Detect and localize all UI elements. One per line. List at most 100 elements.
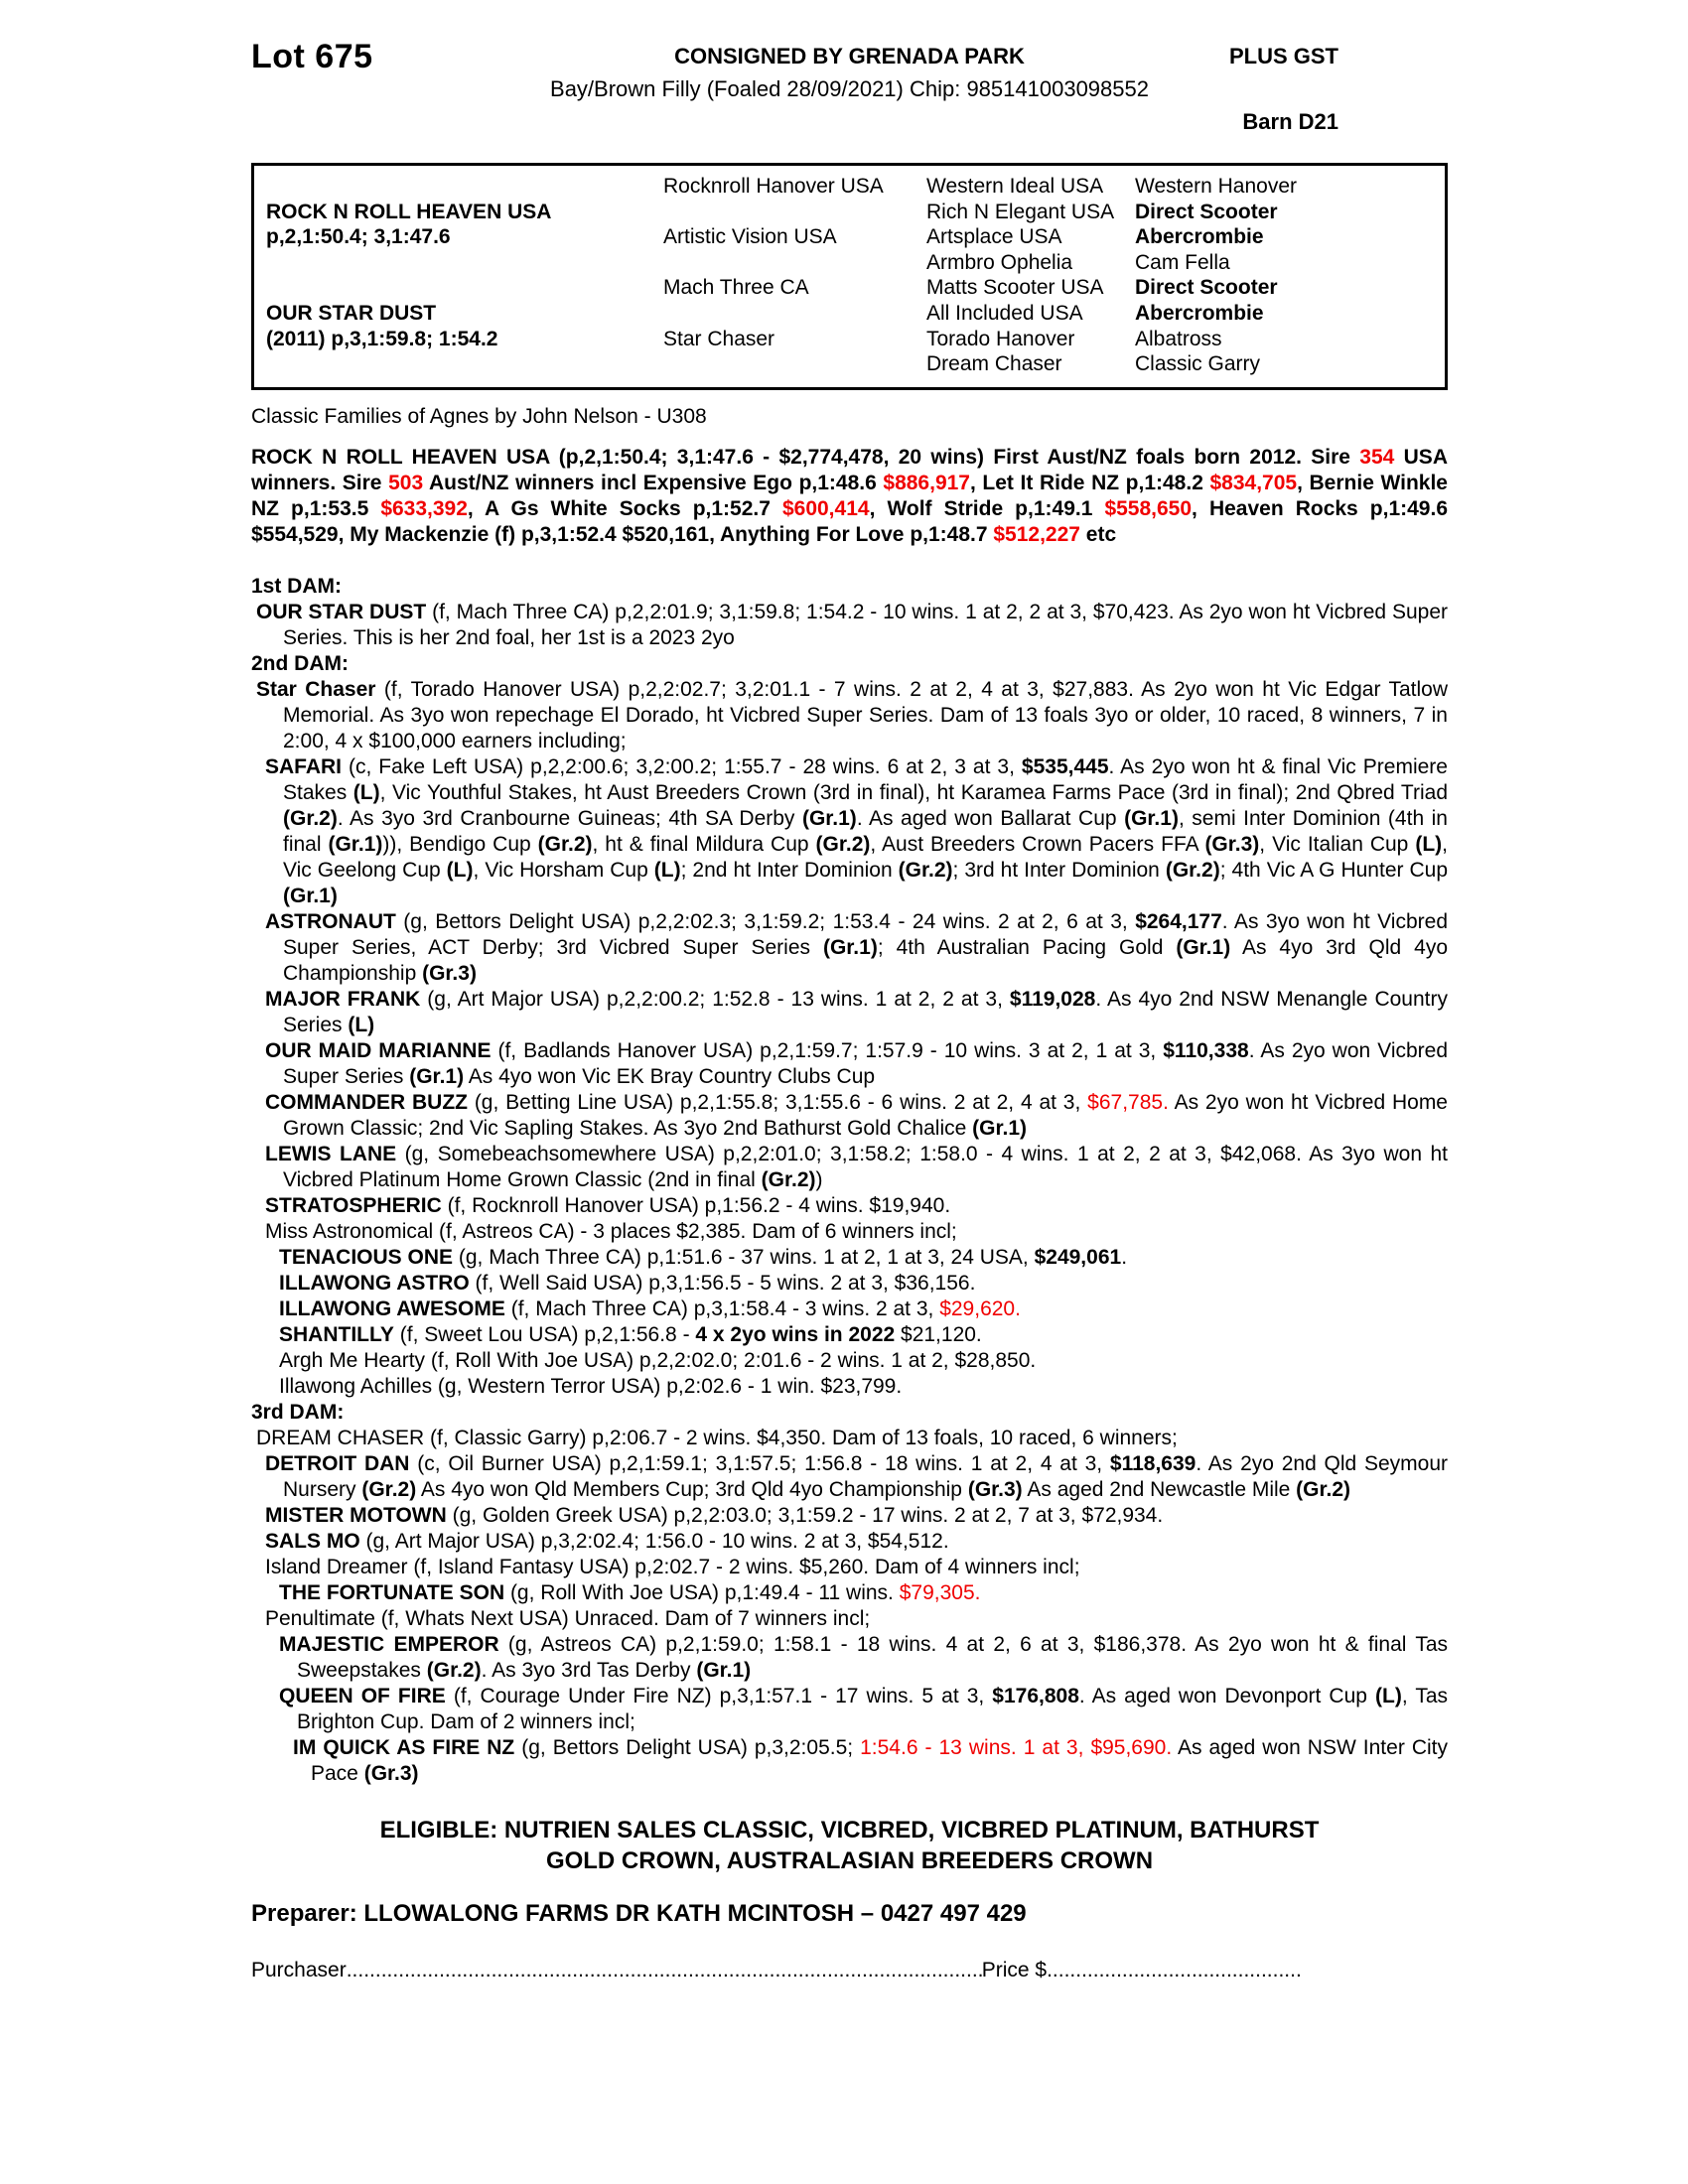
- purchaser-label: Purchaser: [251, 1958, 347, 1981]
- pedigree-entry: MAJESTIC EMPEROR (g, Astreos CA) p,2,1:5…: [251, 1632, 1448, 1684]
- highlighted-value: $834,705: [1209, 471, 1298, 494]
- price-label: Price $: [981, 1958, 1048, 1981]
- gen3-ancestor: All Included USA: [926, 301, 1083, 325]
- pedigree-entry: OUR STAR DUST (f, Mach Three CA) p,2,2:0…: [251, 600, 1448, 651]
- gen3-ancestor: Matts Scooter USA: [926, 276, 1104, 300]
- emphasized-text: SAFARI: [265, 754, 343, 778]
- emphasized-text: (Gr.2): [1165, 858, 1220, 882]
- emphasized-text: (Gr.3): [363, 1761, 419, 1785]
- emphasized-text: OUR STAR DUST: [256, 600, 427, 623]
- pedigree-entry: QUEEN OF FIRE (f, Courage Under Fire NZ)…: [251, 1684, 1448, 1735]
- pedigree-entry: SHANTILLY (f, Sweet Lou USA) p,2,1:56.8 …: [251, 1322, 1448, 1348]
- emphasized-text: (L): [653, 858, 681, 882]
- plain-text: . As 2yo won Vicbred Super Series: [283, 1038, 1449, 1088]
- plain-text: As 4yo won Vic EK Bray Country Clubs Cup: [464, 1064, 876, 1088]
- emphasized-text: $264,177: [1135, 909, 1222, 933]
- emphasized-text: (Gr.3): [1204, 832, 1260, 856]
- emphasized-text: $118,639: [1109, 1451, 1196, 1475]
- gen2-ancestor: Mach Three CA: [663, 276, 809, 300]
- gen3-ancestor: Torado Hanover: [926, 327, 1075, 350]
- pedigree-entry: THE FORTUNATE SON (g, Roll With Joe USA)…: [251, 1580, 1448, 1606]
- eligibility-statement: ELIGIBLE: NUTRIEN SALES CLASSIC, VICBRED…: [251, 1815, 1448, 1876]
- dam-heading: 2nd DAM:: [251, 651, 349, 675]
- plain-text: Illawong Achilles (g, Western Terror USA…: [279, 1374, 903, 1398]
- pedigree-entry: ILLAWONG ASTRO (f, Well Said USA) p,3,1:…: [251, 1271, 1448, 1297]
- pedigree-entry: DREAM CHASER (f, Classic Garry) p,2:06.7…: [251, 1426, 1448, 1451]
- plain-text: . As 2yo won ht & final Vic Premiere Sta…: [283, 754, 1448, 804]
- plain-text: (g, Bettors Delight USA) p,3,2:05.5;: [514, 1735, 861, 1759]
- emphasized-text: (Gr.2): [426, 1658, 482, 1682]
- price-dotted-line: ........................................…: [1047, 1958, 1302, 1981]
- plain-text: , Wolf Stride p,1:49.1: [869, 496, 1105, 520]
- pedigree-entry: OUR MAID MARIANNE (f, Badlands Hanover U…: [251, 1038, 1448, 1090]
- emphasized-text: (Gr.2): [361, 1477, 417, 1501]
- plain-text: (f, Torado Hanover USA) p,2,2:02.7; 3,2:…: [283, 677, 1448, 752]
- emphasized-text: MAJOR FRANK: [265, 987, 421, 1011]
- eligibility-line-1: ELIGIBLE: NUTRIEN SALES CLASSIC, VICBRED…: [379, 1816, 1320, 1843]
- emphasized-text: $119,028: [1009, 987, 1096, 1011]
- plain-text: (f, Well Said USA) p,3,1:56.5 - 5 wins. …: [469, 1271, 976, 1295]
- plain-text: . As 3yo 3rd Cranbourne Guineas; 4th SA …: [337, 806, 802, 830]
- plain-text: As aged won NSW Inter City Pace: [311, 1735, 1448, 1785]
- plain-text: USA winners. Sire: [251, 445, 1448, 494]
- principal-name: ROCK N ROLL HEAVEN USA: [266, 200, 552, 223]
- emphasized-text: (Gr.1): [1124, 806, 1179, 830]
- gen4-ancestor: Direct Scooter: [1135, 276, 1278, 300]
- header-center: CONSIGNED BY GRENADA PARK Bay/Brown Fill…: [251, 44, 1448, 102]
- pedigree-entry: SAFARI (c, Fake Left USA) p,2,2:00.6; 3,…: [251, 754, 1448, 909]
- plain-text: , semi Inter Dominion (4th in final: [283, 806, 1448, 856]
- family-note: Classic Families of Agnes by John Nelson…: [251, 404, 707, 428]
- emphasized-text: (Gr.2): [761, 1167, 816, 1191]
- emphasized-text: LEWIS LANE: [265, 1142, 397, 1165]
- plain-text: ): [815, 1167, 823, 1191]
- pedigree-entry: Miss Astronomical (f, Astreos CA) - 3 pl…: [251, 1219, 1448, 1245]
- plain-text: , Bernie Winkle NZ p,1:53.5: [251, 471, 1448, 520]
- header-right: PLUS GST Barn D21: [1229, 44, 1338, 135]
- pedigree-entry: SALS MO (g, Art Major USA) p,3,2:02.4; 1…: [251, 1529, 1448, 1555]
- plain-text: Aust/NZ winners incl Expensive Ego p,1:4…: [423, 471, 884, 494]
- highlighted-value: $886,917: [883, 471, 970, 494]
- plain-text: , Aust Breeders Crown Pacers FFA: [870, 832, 1205, 856]
- emphasized-text: (Gr.1): [283, 884, 338, 907]
- emphasized-text: (Gr.1): [696, 1658, 752, 1682]
- plus-gst-label: PLUS GST: [1228, 44, 1338, 68]
- plain-text: (g, Astreos CA) p,2,1:59.0; 1:58.1 - 18 …: [297, 1632, 1448, 1682]
- gen3-ancestor: Dream Chaser: [926, 352, 1062, 376]
- gen4-ancestor: Direct Scooter: [1135, 200, 1278, 223]
- plain-text: , Tas Brighton Cup. Dam of 2 winners inc…: [297, 1684, 1449, 1733]
- pedigree-entry: TENACIOUS ONE (g, Mach Three CA) p,1:51.…: [251, 1245, 1448, 1271]
- plain-text: (f, Courage Under Fire NZ) p,3,1:57.1 - …: [445, 1684, 993, 1707]
- gen4-ancestor: Abercrombie: [1135, 301, 1264, 325]
- emphasized-text: (L): [352, 780, 380, 804]
- emphasized-text: COMMANDER BUZZ: [265, 1090, 468, 1114]
- gen4-ancestor: Albatross: [1135, 327, 1222, 350]
- emphasized-text: (Gr.2): [898, 858, 953, 882]
- plain-text: (g, Mach Three CA) p,1:51.6 - 37 wins. 1…: [453, 1245, 1035, 1269]
- emphasized-text: (Gr.3): [422, 961, 477, 985]
- pedigree-entry: Island Dreamer (f, Island Fantasy USA) p…: [251, 1555, 1448, 1580]
- gen3-ancestor: Western Ideal USA: [926, 175, 1104, 198]
- highlighted-value: 354: [1359, 445, 1395, 469]
- gen2-ancestor: Rocknroll Hanover USA: [663, 175, 884, 198]
- page-header: Lot 675 CONSIGNED BY GRENADA PARK Bay/Br…: [251, 36, 1448, 163]
- pedigree-entry: Penultimate (f, Whats Next USA) Unraced.…: [251, 1606, 1448, 1632]
- emphasized-text: MAJESTIC EMPEROR: [279, 1632, 499, 1656]
- plain-text: (f, Mach Three CA) p,2,2:01.9; 3,1:59.8;…: [283, 600, 1449, 649]
- emphasized-text: ASTRONAUT: [265, 909, 396, 933]
- plain-text: (g, Art Major USA) p,2,2:00.2; 1:52.8 - …: [420, 987, 1010, 1011]
- emphasized-text: TENACIOUS ONE: [279, 1245, 454, 1269]
- plain-text: As aged 2nd Newcastle Mile: [1022, 1477, 1297, 1501]
- dam-sections: 1st DAM: OUR STAR DUST (f, Mach Three CA)…: [251, 574, 1448, 1787]
- plain-text: As 4yo won Qld Members Cup; 3rd Qld 4yo …: [416, 1477, 968, 1501]
- highlighted-value: $600,414: [781, 496, 870, 520]
- pedigree-entry: IM QUICK AS FIRE NZ (g, Bettors Delight …: [251, 1735, 1448, 1787]
- purchaser-line: Purchaser...............................…: [251, 1958, 1304, 1983]
- emphasized-text: IM QUICK AS FIRE NZ: [293, 1735, 515, 1759]
- plain-text: (f, Mach Three CA) p,3,1:58.4 - 3 wins. …: [504, 1297, 940, 1320]
- plain-text: (c, Oil Burner USA) p,2,1:59.1; 3,1:57.5…: [409, 1451, 1110, 1475]
- emphasized-text: $176,808: [992, 1684, 1079, 1707]
- emphasized-text: $535,445: [1021, 754, 1109, 778]
- plain-text: ; 4th Vic A G Hunter Cup: [1219, 858, 1448, 882]
- barn-label: Barn D21: [1242, 109, 1338, 134]
- emphasized-text: (Gr.2): [815, 832, 871, 856]
